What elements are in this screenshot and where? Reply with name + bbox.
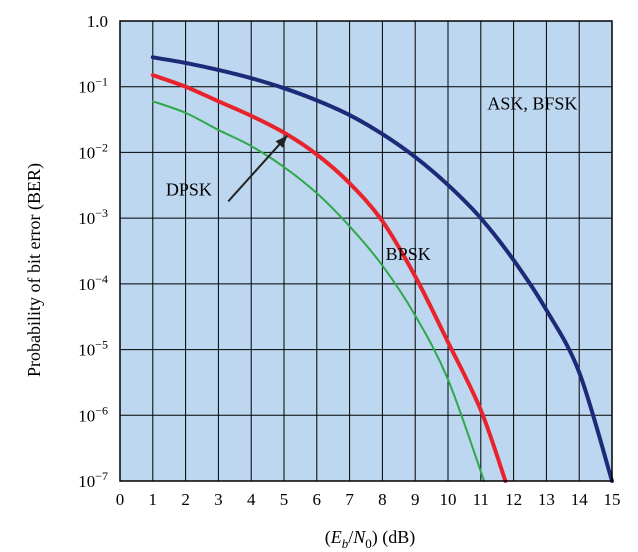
x-tick-label: 11 <box>473 490 489 509</box>
y-tick-label: 10−2 <box>78 140 108 162</box>
x-tick-label: 14 <box>571 490 589 509</box>
y-axis-title: Probability of bit error (BER) <box>24 163 45 377</box>
x-tick-label: 13 <box>538 490 555 509</box>
x-tick-label: 12 <box>505 490 522 509</box>
x-tick-label: 2 <box>181 490 190 509</box>
x-tick-label: 10 <box>440 490 457 509</box>
y-tick-label: 1.0 <box>87 12 108 31</box>
series-line-bpsk <box>151 100 486 482</box>
series-line-ask-bfsk <box>150 55 614 483</box>
x-tick-label: 4 <box>247 490 256 509</box>
x-tick-label: 3 <box>214 490 223 509</box>
y-tick-label: 10−6 <box>78 403 108 425</box>
plot-frame <box>119 20 613 482</box>
series-line-dpsk <box>150 73 508 483</box>
dpsk-arrow-line <box>227 134 289 203</box>
x-tick-label: 5 <box>280 490 289 509</box>
annotation-dpsk: DPSK <box>166 180 212 200</box>
x-tick-label: 15 <box>604 490 621 509</box>
annotation-bpsk: BPSK <box>386 244 431 264</box>
x-tick-label: 0 <box>116 490 125 509</box>
annotation-ask-bfsk: ASK, BFSK <box>487 94 577 114</box>
x-tick-label: 7 <box>345 490 354 509</box>
grid <box>119 20 613 482</box>
tick-labels: 0 1 2 3 4 5 6 7 8 9 10 11 12 13 14 151.010−110−210−310−… <box>78 12 620 509</box>
x-tick-label: 6 <box>313 490 322 509</box>
y-tick-label: 10−4 <box>78 272 108 294</box>
y-tick-label: 10−5 <box>78 338 108 360</box>
y-tick-label: 10−1 <box>78 75 108 97</box>
series-lines <box>150 55 614 483</box>
annotations: ASK, BFSK DPSK BPSK <box>166 94 577 265</box>
dpsk-arrow-head <box>275 135 288 148</box>
x-axis-title: (Eb/N0) (dB) <box>325 527 416 551</box>
x-tick-label: 1 <box>149 490 158 509</box>
x-tick-label: 9 <box>411 490 420 509</box>
x-tick-label: 8 <box>378 490 387 509</box>
plot-area <box>120 21 612 481</box>
y-tick-label: 10−7 <box>78 469 108 491</box>
y-tick-label: 10−3 <box>78 206 108 228</box>
